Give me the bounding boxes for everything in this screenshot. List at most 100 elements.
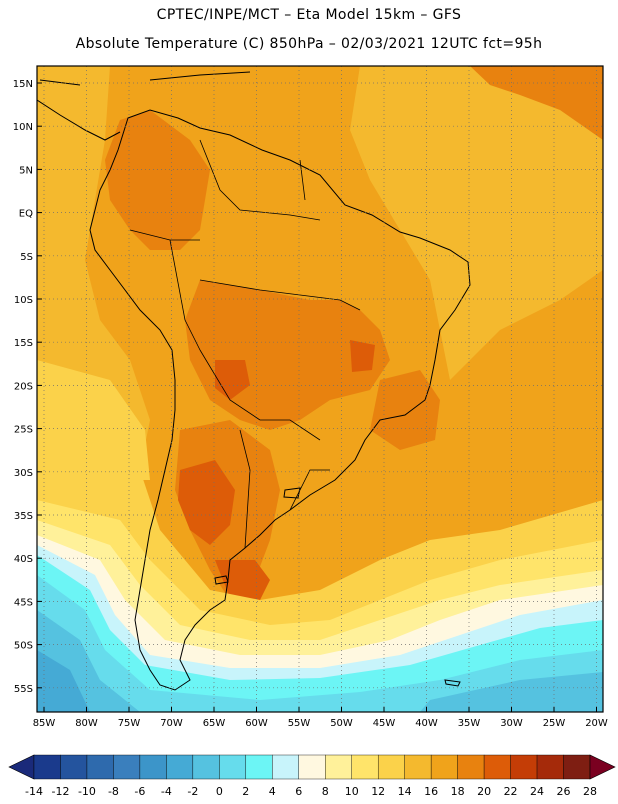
field-band-north-atlantic-2 bbox=[470, 66, 603, 140]
temperature-field bbox=[37, 66, 603, 712]
colorbar-label: -12 bbox=[51, 785, 69, 798]
colorbar-swatch bbox=[245, 754, 273, 780]
colorbar-label: 12 bbox=[371, 785, 385, 798]
colorbar-swatch bbox=[536, 754, 564, 780]
lat-label: 40S bbox=[14, 554, 33, 565]
lat-label: 45S bbox=[14, 597, 33, 608]
longitude-axis: 85W 80W 75W 70W 65W 60W 55W 50W 45W 40W 35W 30W 25W 2… bbox=[33, 707, 608, 729]
colorbar: -14 -12 -10 -8 -6 -4 -2 0 2 4 6 8 10 12 14 16 18 20 22 24 26… bbox=[8, 754, 616, 798]
lat-label: 5S bbox=[20, 252, 33, 263]
colorbar-label: -10 bbox=[78, 785, 96, 798]
lon-label: 85W bbox=[33, 718, 56, 729]
colorbar-label: -14 bbox=[25, 785, 43, 798]
field-south-2 bbox=[37, 555, 603, 712]
south-america-outline bbox=[89, 109, 471, 691]
caribbean-outline bbox=[39, 71, 251, 86]
lon-label: 65W bbox=[203, 718, 226, 729]
colorbar-swatch bbox=[404, 754, 432, 780]
title-line-2: Absolute Temperature (C) 850hPa – 02/03/… bbox=[75, 36, 543, 52]
colorbar-label: 26 bbox=[557, 785, 571, 798]
lake-outline bbox=[283, 487, 301, 499]
field-south-0 bbox=[37, 575, 603, 712]
field-goias-warm bbox=[350, 340, 375, 372]
lat-label: 35S bbox=[14, 511, 33, 522]
colorbar-label: 24 bbox=[530, 785, 544, 798]
colorbar-label: 2 bbox=[242, 785, 249, 798]
field-south-m4 bbox=[37, 650, 90, 712]
colorbar-swatch bbox=[60, 754, 88, 780]
lon-label: 75W bbox=[118, 718, 141, 729]
colorbar-swatch bbox=[272, 754, 299, 780]
lat-label: 15S bbox=[14, 338, 33, 349]
colorbar-label: -2 bbox=[187, 785, 198, 798]
lat-label: 5N bbox=[19, 165, 33, 176]
colorbar-swatch bbox=[33, 754, 61, 780]
colorbar-label: 22 bbox=[504, 785, 518, 798]
lat-label: 55S bbox=[14, 684, 33, 695]
colorbar-label: -4 bbox=[161, 785, 172, 798]
colorbar-label: 8 bbox=[322, 785, 329, 798]
lat-label: 50S bbox=[14, 641, 33, 652]
lon-label: 30W bbox=[500, 718, 523, 729]
lon-label: 25W bbox=[543, 718, 566, 729]
title-line-1: CPTEC/INPE/MCT – Eta Model 15km – GFS bbox=[156, 7, 462, 23]
field-argentina-hot bbox=[178, 460, 235, 545]
colorbar-label: -8 bbox=[108, 785, 119, 798]
lon-label: 40W bbox=[415, 718, 438, 729]
colorbar-label: 20 bbox=[477, 785, 491, 798]
colorbar-swatch bbox=[166, 754, 194, 780]
colorbar-swatch bbox=[457, 754, 485, 780]
central-america-outline bbox=[37, 99, 121, 141]
colorbar-swatch bbox=[139, 754, 167, 780]
colorbar-label: 14 bbox=[398, 785, 412, 798]
lon-label: 35W bbox=[458, 718, 481, 729]
field-band-north-atlantic bbox=[350, 66, 603, 380]
colorbar-swatch bbox=[192, 754, 220, 780]
colorbar-swatch bbox=[219, 754, 247, 780]
latitude-axis: 15N 10N 5N EQ 5S 10S 15S 20S 25S 30S 35S 40S 45S 50S 5… bbox=[13, 79, 42, 695]
colorbar-label: 28 bbox=[583, 785, 597, 798]
falklands-outline bbox=[214, 575, 229, 585]
colorbar-swatch bbox=[113, 754, 141, 780]
lon-label: 60W bbox=[245, 718, 268, 729]
lon-label: 70W bbox=[160, 718, 183, 729]
south-georgia-outline bbox=[444, 679, 461, 687]
colorbar-label: 16 bbox=[424, 785, 438, 798]
field-southeast-warm bbox=[370, 370, 440, 450]
colorbar-swatch bbox=[86, 754, 114, 780]
map-frame bbox=[36, 65, 604, 713]
field-band-east-pacific-2 bbox=[37, 360, 150, 480]
colorbar-swatch bbox=[377, 754, 405, 780]
colorbar-arrow-low bbox=[8, 754, 35, 780]
lat-label: 10S bbox=[14, 295, 33, 306]
lat-label: 20S bbox=[14, 381, 33, 392]
colorbar-swatch bbox=[351, 754, 379, 780]
lon-label: 45W bbox=[373, 718, 396, 729]
colorbar-swatch bbox=[430, 754, 458, 780]
lat-label: 25S bbox=[14, 425, 33, 436]
colorbar-label: 0 bbox=[216, 785, 223, 798]
field-continent-warm bbox=[105, 110, 210, 250]
field-south-m2b bbox=[420, 672, 603, 712]
lat-label: 15N bbox=[13, 79, 33, 90]
colorbar-arrow-high bbox=[589, 754, 616, 780]
colorbar-swatch bbox=[298, 754, 326, 780]
lon-label: 50W bbox=[330, 718, 353, 729]
colorbar-swatch bbox=[325, 754, 352, 780]
colorbar-label: 10 bbox=[345, 785, 359, 798]
lat-label: 10N bbox=[13, 122, 33, 133]
coastline bbox=[37, 71, 471, 691]
colorbar-swatch bbox=[563, 754, 591, 780]
colorbar-label: 6 bbox=[295, 785, 302, 798]
colorbar-label: 4 bbox=[269, 785, 276, 798]
lon-label: 20W bbox=[585, 718, 608, 729]
lon-label: 80W bbox=[75, 718, 98, 729]
lon-label: 55W bbox=[288, 718, 311, 729]
colorbar-swatch bbox=[510, 754, 538, 780]
borders bbox=[129, 139, 361, 549]
lat-label: 30S bbox=[14, 468, 33, 479]
colorbar-label: -6 bbox=[134, 785, 145, 798]
colorbar-label: 18 bbox=[451, 785, 465, 798]
